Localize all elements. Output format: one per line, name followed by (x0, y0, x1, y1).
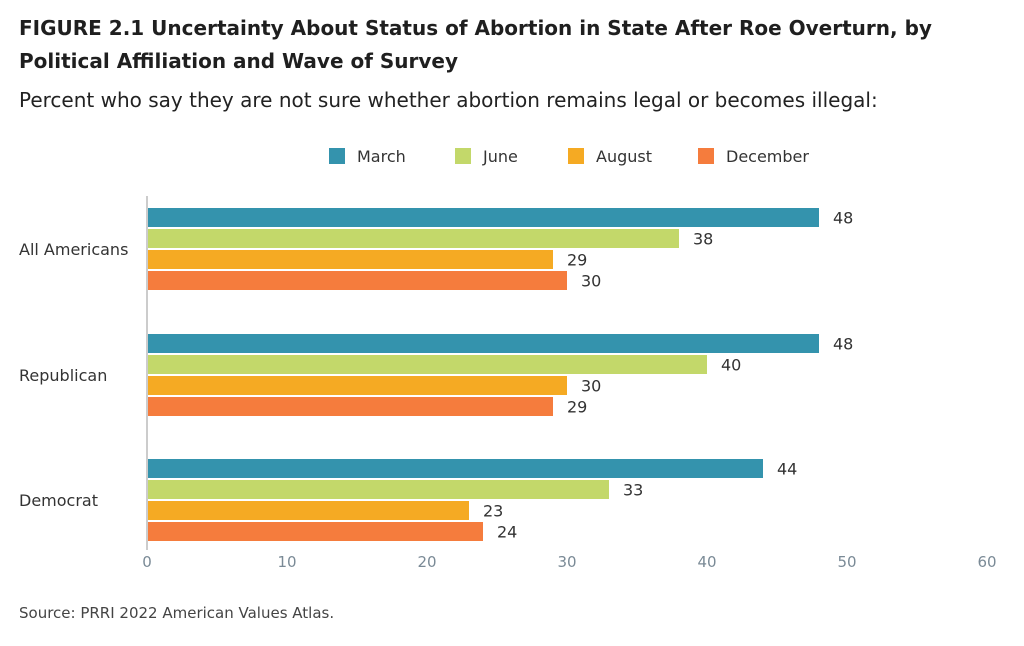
chart-title: FIGURE 2.1 Uncertainty About Status of A… (19, 16, 932, 73)
bar-republican-june (147, 355, 707, 374)
x-tick-label-10: 10 (277, 553, 296, 571)
x-tick-label-0: 0 (142, 553, 152, 571)
data-label-all-americans-august: 29 (567, 251, 587, 270)
data-label-all-americans-june: 38 (693, 230, 713, 249)
legend-swatch-december (698, 148, 714, 164)
x-tick-label-30: 30 (557, 553, 576, 571)
bar-democrat-march (147, 459, 763, 478)
legend-label-august: August (596, 147, 652, 166)
source-note: Source: PRRI 2022 American Values Atlas. (19, 604, 335, 622)
bar-chart: March June August December 48 38 29 30 48 40 30 29… (19, 147, 997, 571)
x-tick-label-60: 60 (977, 553, 996, 571)
x-axis: 0 10 20 30 40 50 60 (142, 196, 997, 571)
category-label-democrat: Democrat (19, 491, 98, 510)
legend-swatch-august (568, 148, 584, 164)
category-labels: All Americans Republican Democrat (19, 240, 128, 510)
bar-democrat-december (147, 522, 483, 541)
legend-swatch-june (455, 148, 471, 164)
data-label-republican-december: 29 (567, 398, 587, 417)
data-label-democrat-august: 23 (483, 502, 503, 521)
bar-all-americans-august (147, 250, 553, 269)
legend-label-june: June (482, 147, 518, 166)
bar-republican-december (147, 397, 553, 416)
legend-label-march: March (357, 147, 406, 166)
x-tick-label-50: 50 (837, 553, 856, 571)
bar-democrat-august (147, 501, 469, 520)
x-tick-label-40: 40 (697, 553, 716, 571)
chart-subtitle: Percent who say they are not sure whethe… (19, 88, 878, 112)
legend-swatch-march (329, 148, 345, 164)
x-tick-label-20: 20 (417, 553, 436, 571)
category-label-all-americans: All Americans (19, 240, 128, 259)
category-label-republican: Republican (19, 366, 107, 385)
data-label-all-americans-december: 30 (581, 272, 601, 291)
bar-republican-march (147, 334, 819, 353)
bar-all-americans-march (147, 208, 819, 227)
data-label-all-americans-march: 48 (833, 209, 853, 228)
data-label-democrat-december: 24 (497, 523, 517, 542)
bar-democrat-june (147, 480, 609, 499)
legend: March June August December (329, 147, 809, 166)
data-label-republican-august: 30 (581, 377, 601, 396)
data-label-democrat-june: 33 (623, 481, 643, 500)
data-label-republican-june: 40 (721, 356, 741, 375)
bar-all-americans-december (147, 271, 567, 290)
legend-label-december: December (726, 147, 809, 166)
bars: 48 38 29 30 48 40 30 29 44 33 23 24 (147, 208, 853, 542)
bar-all-americans-june (147, 229, 679, 248)
bar-republican-august (147, 376, 567, 395)
data-label-democrat-march: 44 (777, 460, 797, 479)
data-label-republican-march: 48 (833, 335, 853, 354)
